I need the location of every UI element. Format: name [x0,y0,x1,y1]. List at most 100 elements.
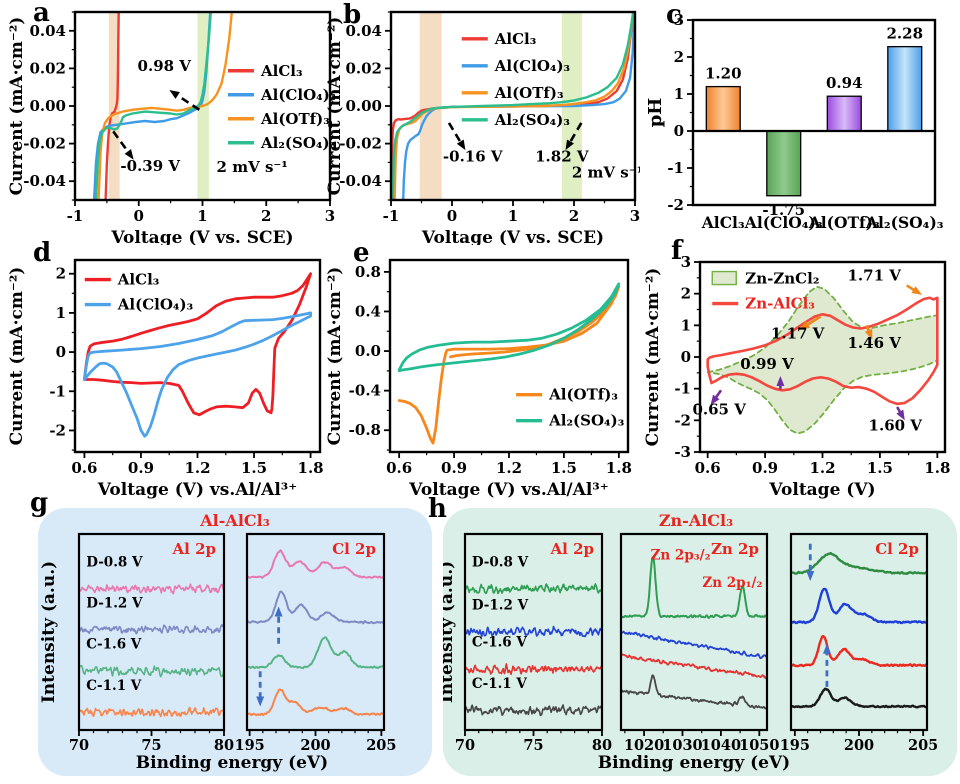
y-tick-label: -2 [674,411,691,429]
bar-Al(OTf)₃ [826,95,862,132]
plot-area [397,282,621,445]
legend-label: Al₂(SO₄)₃ [494,111,570,129]
y-tick-label: -0.02 [339,135,382,153]
panel-label-h: h [428,494,447,524]
y-tick-label: 2 [674,48,684,66]
x-tick-label: 0.9 [752,459,778,477]
xps-trace [246,590,385,625]
series-AlCl₃ [104,12,120,200]
legend-label: Al₂(SO₄)₃ [260,134,335,152]
axes-frame [789,532,929,732]
x-tick-label: 75 [141,737,161,754]
y-tick-label: -0.4 [349,382,381,400]
xps-trace [790,551,928,575]
x-tick-label: 0.6 [695,459,721,477]
y-tick-label: -2 [49,421,66,439]
y-tick-label: -1 [667,159,684,177]
y-tick-label: 0.00 [29,97,66,115]
series-Al(ClO₄)₃ [83,311,312,438]
panel-label-f: f [671,236,683,266]
trace-label: D-0.8 V [86,554,143,570]
xps-trace [246,636,385,670]
peak-label: Zn 2p₃/₂ [651,547,711,563]
xps-trace-D-1.2 V [78,624,225,635]
trace-label: C-1.6 V [86,637,142,653]
xps-trace [620,674,768,710]
x-axis-label: Binding energy (eV) [136,753,328,773]
y-tick-label: 1 [674,85,684,103]
annotation-text: 1.17 V [771,325,825,343]
annotation-text: 0.99 V [740,355,794,373]
legend: AlCl₃ Al(ClO₄)₃ [84,271,193,314]
legend-label: Al(ClO₄)₃ [494,57,570,75]
y-tick-label: 0.4 [355,302,381,320]
x-axis-label: Voltage (V) vs.Al/Al³⁺ [97,480,297,500]
xps-trace [620,556,768,619]
annotation-arrow [112,130,131,155]
xps-trace-D-1.2 V [464,625,603,638]
xps-trace [790,687,928,709]
x-tick-label: 0.9 [128,459,154,477]
annotation-arrowhead [864,328,873,340]
x-tick-label: -1 [383,207,400,225]
annotation-text: -0.16 V [443,147,503,165]
panel-label-g: g [30,488,49,518]
xps-chart-g: Al-AlCl₃ Intensity (a.u.) Binding energy (… [39,511,397,773]
x-tick-label: 3 [630,207,640,225]
cv-chart-a: -1 0 1 2 3 0.04 0.02 0.00 -0.02 -0.04 Voltage (V v… [7,10,335,245]
plot-area [391,12,635,200]
annotation-text: 2 mV s⁻¹ [572,163,640,181]
trace-label: D-0.8 V [472,554,529,570]
bar-category-label: Al(ClO₄)₃ [744,213,823,232]
bar-category-label: Al(OTf)₃ [808,213,880,232]
annotation-text: 1.71 V [847,266,901,284]
x-tick-label: 1.2 [809,459,835,477]
series-Al₂(SO₄)₃ [391,12,635,200]
y-tick-label: -2 [667,196,684,214]
xps-box-zn-alcl3: Zn-AlCl₃ Intensity (a.u.) Binding energy (… [437,508,957,776]
subpanel-corner-label: Cl 2p [875,540,919,558]
xps-trace [790,634,928,668]
y-tick-label: 0.02 [29,59,66,77]
x-tick-label: 195 [234,737,264,754]
cv-chart-f: 0.6 0.9 1.2 1.5 1.8 3 2 1 0 -1 -2 -3 Voltage (V) Curr… [645,253,950,500]
x-tick-label: 1.5 [551,459,577,477]
legend: Zn-ZnCl₂ Zn-AlCl₃ [711,270,819,313]
y-axis-label: pH [645,98,666,128]
series-Al(OTf)₃ [97,12,233,200]
y-tick-label: 2 [681,285,691,303]
x-tick-label: 80 [214,737,234,754]
series-Zn-ZnCl₂ [706,285,939,435]
xps-trace-C-1.1 V [78,706,225,718]
annotation-arrowhead [710,394,720,406]
legend: AlCl₃ Al(ClO₄)₃ Al(OTf)₃ Al₂(SO₄)₃ [228,62,335,152]
x-tick-label: 0 [134,207,144,225]
y-tick-label: -3 [674,443,691,461]
bar-value-label: 1.20 [705,65,742,83]
x-tick-label: -1 [67,207,84,225]
bar-AlCl₃ [705,85,741,132]
annotation-arrowhead [776,376,785,386]
y-axis-label: Intensity (a.u.) [443,561,457,703]
annotation-arrowhead [896,409,905,421]
bar-value-label: 0.94 [826,74,863,92]
annotation-arrowhead [124,149,134,160]
x-tick-label: 200 [844,737,874,754]
plot-area [706,285,939,435]
trace-label: C-1.6 V [472,635,528,651]
x-tick-label: 205 [908,737,938,754]
annotation-text: 1.60 V [869,416,923,434]
legend-label: AlCl₃ [117,271,160,289]
trace-label: D-1.2 V [86,596,143,612]
legend-swatch [711,270,737,286]
annotation-arrowhead [806,571,815,582]
peak-label: Zn 2p₁/₂ [702,575,762,591]
annotation-arrowhead [274,606,283,617]
annotation-arrow [174,92,201,111]
annotation-arrow [567,122,583,145]
x-tick-label: 1.5 [241,459,267,477]
y-tick-label: 1 [56,304,66,322]
annotation-arrowhead [456,139,466,151]
highlight-band [419,12,442,200]
y-tick-label: -0.02 [23,135,66,153]
